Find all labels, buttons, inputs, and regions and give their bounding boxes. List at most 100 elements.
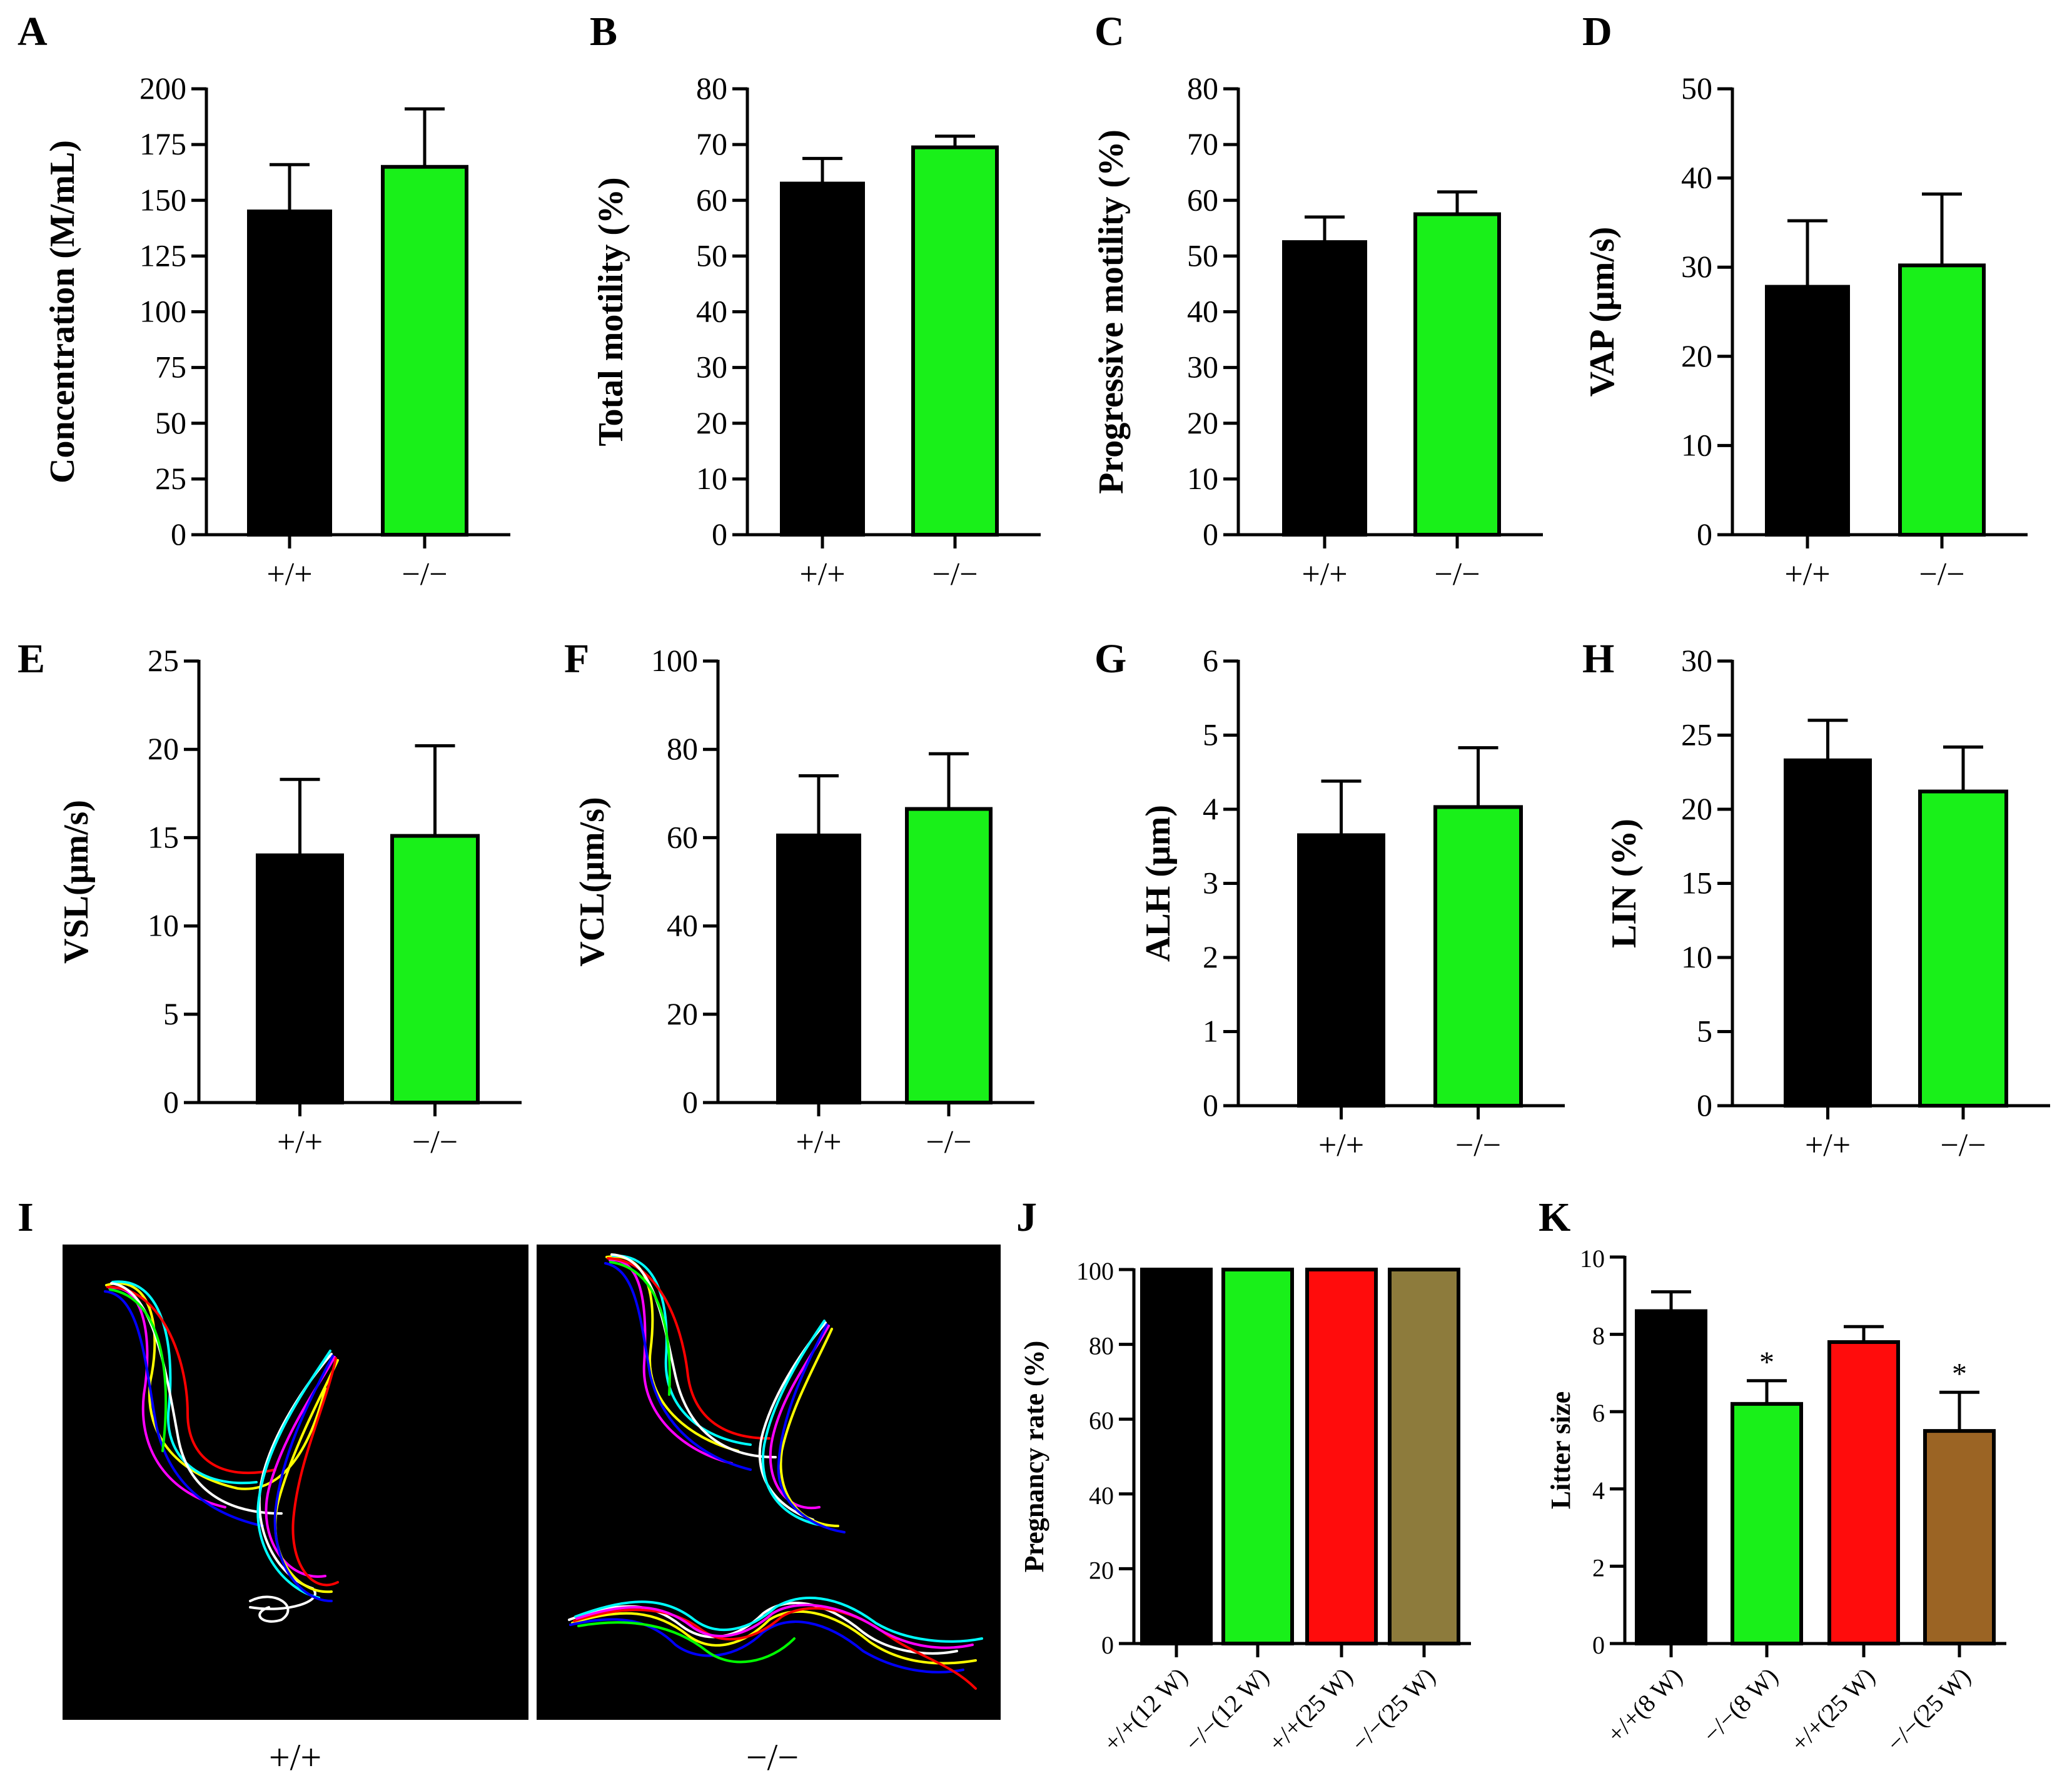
y-tick-label-k-2: 4	[1592, 1477, 1605, 1505]
bar-k-1	[1731, 1402, 1803, 1646]
bar-c-0	[1282, 240, 1367, 537]
y-tick-label-b-5: 50	[696, 238, 727, 273]
chart-a: A 0 25 50 75 100 125 150 175 200 Concentration (M/…	[18, 9, 510, 592]
y-tick-label-h-0: 0	[1697, 1088, 1712, 1123]
y-tick-label-b-4: 40	[696, 294, 727, 329]
y-tick-label-d-0: 0	[1697, 517, 1712, 552]
y-tick-label-k-1: 2	[1592, 1553, 1605, 1582]
x-tick-label-b-1: −/−	[932, 557, 978, 592]
y-tick-label-k-3: 6	[1592, 1399, 1605, 1427]
y-tick-label-a-2: 50	[155, 405, 186, 440]
y-tick-label-g-5: 5	[1203, 717, 1218, 752]
image-caption-knockout: −/−	[746, 1737, 799, 1778]
x-tick-label-d-1: −/−	[1919, 557, 1964, 592]
bar-k-0	[1635, 1309, 1707, 1645]
y-tick-label-b-1: 10	[696, 461, 727, 496]
y-axis-label-c: Progressive motility (%)	[1092, 129, 1131, 494]
y-tick-label-d-3: 30	[1681, 249, 1712, 284]
y-axis-label-k: Litter size	[1545, 1392, 1576, 1510]
bar-j-2	[1305, 1268, 1378, 1645]
y-axis-label-j: Pregnancy rate (%)	[1019, 1341, 1049, 1573]
y-axis-label-e: VSL(μm/s)	[57, 800, 96, 964]
y-tick-label-h-4: 20	[1681, 791, 1712, 826]
x-tick-label-g-1: −/−	[1455, 1128, 1501, 1163]
x-tick-label-a-1: −/−	[402, 557, 447, 592]
bar-g-0	[1297, 833, 1385, 1108]
panel-label-a: A	[18, 9, 48, 54]
significance-k-1: *	[1759, 1346, 1774, 1379]
panel-label-i: I	[18, 1195, 34, 1240]
x-tick-label-f-0: +/+	[796, 1124, 841, 1160]
trajectory-image-wildtype	[63, 1245, 528, 1720]
y-axis-label-a: Concentration (M/mL)	[43, 140, 82, 483]
y-axis-label-g: ALH (μm)	[1139, 805, 1178, 962]
y-tick-label-e-0: 0	[163, 1084, 179, 1119]
bar-b-0	[780, 181, 865, 537]
y-tick-label-j-5: 100	[1076, 1257, 1114, 1285]
y-tick-label-a-4: 100	[139, 294, 186, 329]
y-tick-label-b-8: 80	[696, 71, 727, 106]
y-tick-label-b-7: 70	[696, 126, 727, 161]
bar-c-1	[1413, 212, 1501, 537]
chart-d: D 0 10 20 30 40 50 VAP (μm/s) +/+ −/−	[1582, 9, 2028, 592]
y-tick-label-f-1: 20	[667, 996, 698, 1031]
significance-k-3: *	[1952, 1357, 1967, 1390]
bar-e-1	[390, 834, 480, 1105]
y-tick-label-h-3: 15	[1681, 866, 1712, 901]
y-tick-label-g-6: 6	[1203, 643, 1218, 678]
panel-label-h: H	[1582, 636, 1614, 682]
y-tick-label-c-6: 60	[1187, 182, 1218, 217]
bar-j-0	[1140, 1268, 1213, 1645]
x-tick-label-h-1: −/−	[1940, 1128, 1986, 1163]
y-tick-label-h-5: 25	[1681, 717, 1712, 752]
y-tick-label-k-4: 8	[1592, 1322, 1605, 1350]
y-axis-label-h: LIN (%)	[1605, 819, 1644, 948]
y-tick-label-k-0: 0	[1592, 1631, 1605, 1659]
y-tick-label-e-2: 10	[148, 908, 179, 943]
y-tick-label-h-1: 5	[1697, 1014, 1712, 1049]
y-tick-label-c-5: 50	[1187, 238, 1218, 273]
panel-label-k: K	[1539, 1195, 1570, 1240]
y-tick-label-f-3: 60	[667, 819, 698, 854]
y-tick-label-d-5: 50	[1681, 71, 1712, 106]
y-tick-label-e-3: 15	[148, 819, 179, 854]
bar-j-3	[1388, 1268, 1460, 1645]
y-tick-label-a-5: 125	[139, 238, 186, 273]
y-tick-label-b-3: 30	[696, 350, 727, 385]
y-tick-label-d-2: 20	[1681, 338, 1712, 373]
y-axis-label-f: VCL(μm/s)	[573, 797, 612, 966]
y-tick-label-j-4: 80	[1089, 1332, 1114, 1360]
y-tick-label-g-2: 2	[1203, 939, 1218, 974]
y-tick-label-h-2: 10	[1681, 939, 1712, 974]
y-tick-label-h-6: 30	[1681, 643, 1712, 678]
x-tick-label-a-0: +/+	[266, 557, 312, 592]
x-tick-label-c-0: +/+	[1301, 557, 1347, 592]
bar-h-1	[1918, 789, 2008, 1108]
y-tick-label-a-0: 0	[171, 517, 186, 552]
bar-a-0	[247, 210, 332, 537]
y-tick-label-a-6: 150	[139, 182, 186, 217]
y-tick-label-j-2: 40	[1089, 1482, 1114, 1510]
panel-label-d: D	[1582, 9, 1612, 54]
y-tick-label-b-0: 0	[712, 517, 727, 552]
chart-h: H 0 5 10 15 20 25 30 LIN (%) +/+ −/−	[1582, 636, 2050, 1163]
y-tick-label-d-4: 40	[1681, 160, 1712, 195]
y-tick-label-d-1: 10	[1681, 427, 1712, 462]
bar-f-0	[776, 833, 861, 1104]
panel-label-c: C	[1094, 9, 1124, 54]
bar-b-1	[911, 145, 999, 537]
x-tick-label-g-0: +/+	[1318, 1128, 1364, 1163]
y-tick-label-g-3: 3	[1203, 866, 1218, 901]
chart-g: G 0 1 2 3 4 5 6 ALH (μm) +/+ −/−	[1094, 636, 1565, 1163]
chart-c: C 0 10 20 30 40 50 60 70 80 Progressive motility (…	[1092, 9, 1543, 592]
y-tick-label-e-1: 5	[163, 996, 179, 1031]
bar-e-0	[256, 853, 344, 1104]
y-tick-label-g-1: 1	[1203, 1014, 1218, 1049]
y-tick-label-f-5: 100	[651, 643, 698, 678]
y-tick-label-j-3: 60	[1089, 1407, 1114, 1435]
y-tick-label-f-4: 80	[667, 731, 698, 766]
panel-label-b: B	[590, 9, 617, 54]
y-tick-label-a-1: 25	[155, 461, 186, 496]
x-tick-label-d-0: +/+	[1784, 557, 1830, 592]
